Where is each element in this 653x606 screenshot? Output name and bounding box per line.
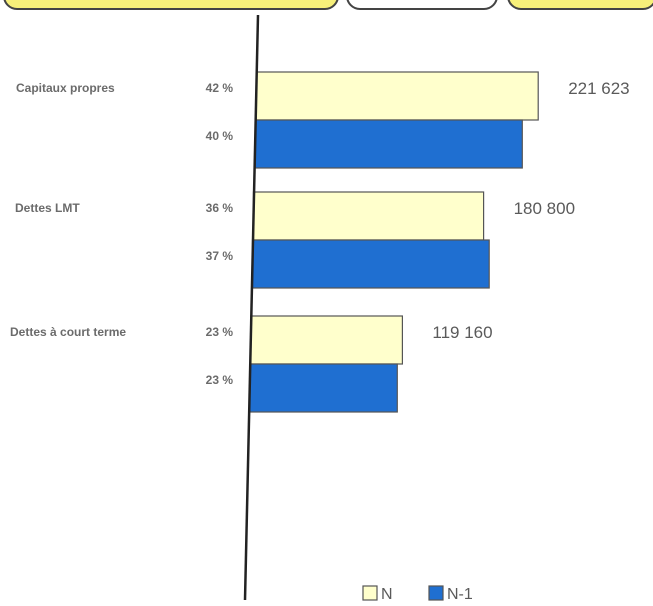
value-label: 119 160	[432, 323, 492, 342]
value-axis	[243, 14, 260, 601]
bar-n-1-0	[254, 119, 523, 169]
bar-n-0	[255, 71, 539, 121]
category-label: Dettes à court terme	[10, 325, 126, 339]
percent-label: 23 %	[206, 325, 234, 339]
legend-swatch	[362, 585, 378, 601]
bar-n-1-1	[251, 239, 490, 289]
value-label: 180 800	[514, 199, 575, 218]
bar-n-2	[250, 315, 404, 365]
percent-label: 42 %	[206, 81, 234, 95]
label-group: 42 % 221 623 40 % Capitaux propres 36 % 180 8…	[10, 79, 630, 387]
bar-n-1	[252, 191, 485, 241]
category-label: Capitaux propres	[16, 81, 115, 95]
legend-swatch	[428, 585, 444, 601]
bar-group	[249, 71, 539, 413]
value-label: 221 623	[568, 79, 629, 98]
percent-label: 23 %	[206, 373, 234, 387]
legend: N N-1	[362, 585, 473, 603]
legend-label: N-1	[447, 586, 473, 603]
bar-n-1-2	[249, 363, 398, 413]
percent-label: 37 %	[206, 249, 234, 263]
category-label: Dettes LMT	[15, 201, 80, 215]
legend-label: N	[381, 586, 393, 603]
percent-label: 40 %	[206, 129, 234, 143]
percent-label: 36 %	[206, 201, 234, 215]
